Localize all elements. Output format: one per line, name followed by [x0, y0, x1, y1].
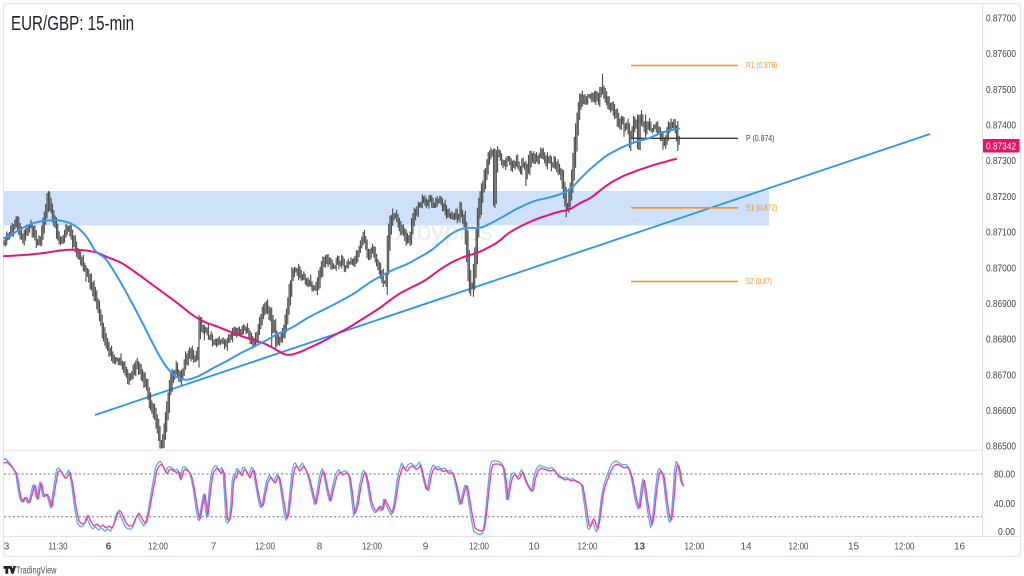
svg-text:0.87300: 0.87300 — [986, 156, 1016, 167]
svg-text:7: 7 — [211, 542, 217, 553]
svg-text:0.86600: 0.86600 — [986, 406, 1016, 417]
svg-text:10: 10 — [528, 542, 540, 553]
svg-text:0.87600: 0.87600 — [986, 49, 1016, 60]
svg-text:0.86800: 0.86800 — [986, 335, 1016, 346]
svg-text:0.87100: 0.87100 — [986, 228, 1016, 239]
svg-text:12:00: 12:00 — [148, 542, 168, 553]
svg-text:0.87342: 0.87342 — [986, 141, 1016, 152]
svg-text:13: 13 — [634, 542, 646, 553]
svg-text:40.00: 40.00 — [994, 499, 1015, 510]
svg-text:0.87200: 0.87200 — [986, 192, 1016, 203]
svg-text:6: 6 — [106, 542, 112, 553]
svg-text:S2 (0.87): S2 (0.87) — [746, 276, 772, 286]
svg-text:3: 3 — [4, 542, 10, 553]
svg-text:12:00: 12:00 — [469, 542, 489, 553]
svg-text:0.86700: 0.86700 — [986, 370, 1016, 381]
svg-text:0.00: 0.00 — [998, 527, 1015, 538]
svg-text:11:30: 11:30 — [49, 542, 68, 553]
svg-text:S1 (0.872): S1 (0.872) — [746, 202, 778, 212]
svg-text:0.87700: 0.87700 — [986, 14, 1016, 25]
svg-text:TradingView: TradingView — [16, 564, 57, 576]
svg-text:16: 16 — [954, 542, 966, 553]
svg-text:12:00: 12:00 — [255, 542, 275, 553]
svg-text:P (0.874): P (0.874) — [746, 133, 775, 143]
svg-text:EUR/GBP: 15-min: EUR/GBP: 15-min — [11, 13, 134, 35]
svg-text:R1 (0.876): R1 (0.876) — [746, 60, 778, 70]
svg-text:80.00: 80.00 — [994, 470, 1015, 481]
svg-text:12:00: 12:00 — [789, 542, 809, 553]
svg-text:15: 15 — [848, 542, 860, 553]
svg-text:0.87400: 0.87400 — [986, 121, 1016, 132]
svg-text:0.86900: 0.86900 — [986, 299, 1016, 310]
svg-text:12:00: 12:00 — [362, 542, 382, 553]
svg-text:12:00: 12:00 — [685, 542, 705, 553]
svg-text:0.86500: 0.86500 — [986, 442, 1016, 453]
svg-text:8: 8 — [317, 542, 323, 553]
svg-text:0.87000: 0.87000 — [986, 263, 1016, 274]
svg-text:12:00: 12:00 — [895, 542, 915, 553]
svg-text:0.87500: 0.87500 — [986, 85, 1016, 96]
svg-text:12:00: 12:00 — [578, 542, 598, 553]
svg-text:9: 9 — [423, 542, 429, 553]
svg-text:14: 14 — [740, 542, 752, 553]
